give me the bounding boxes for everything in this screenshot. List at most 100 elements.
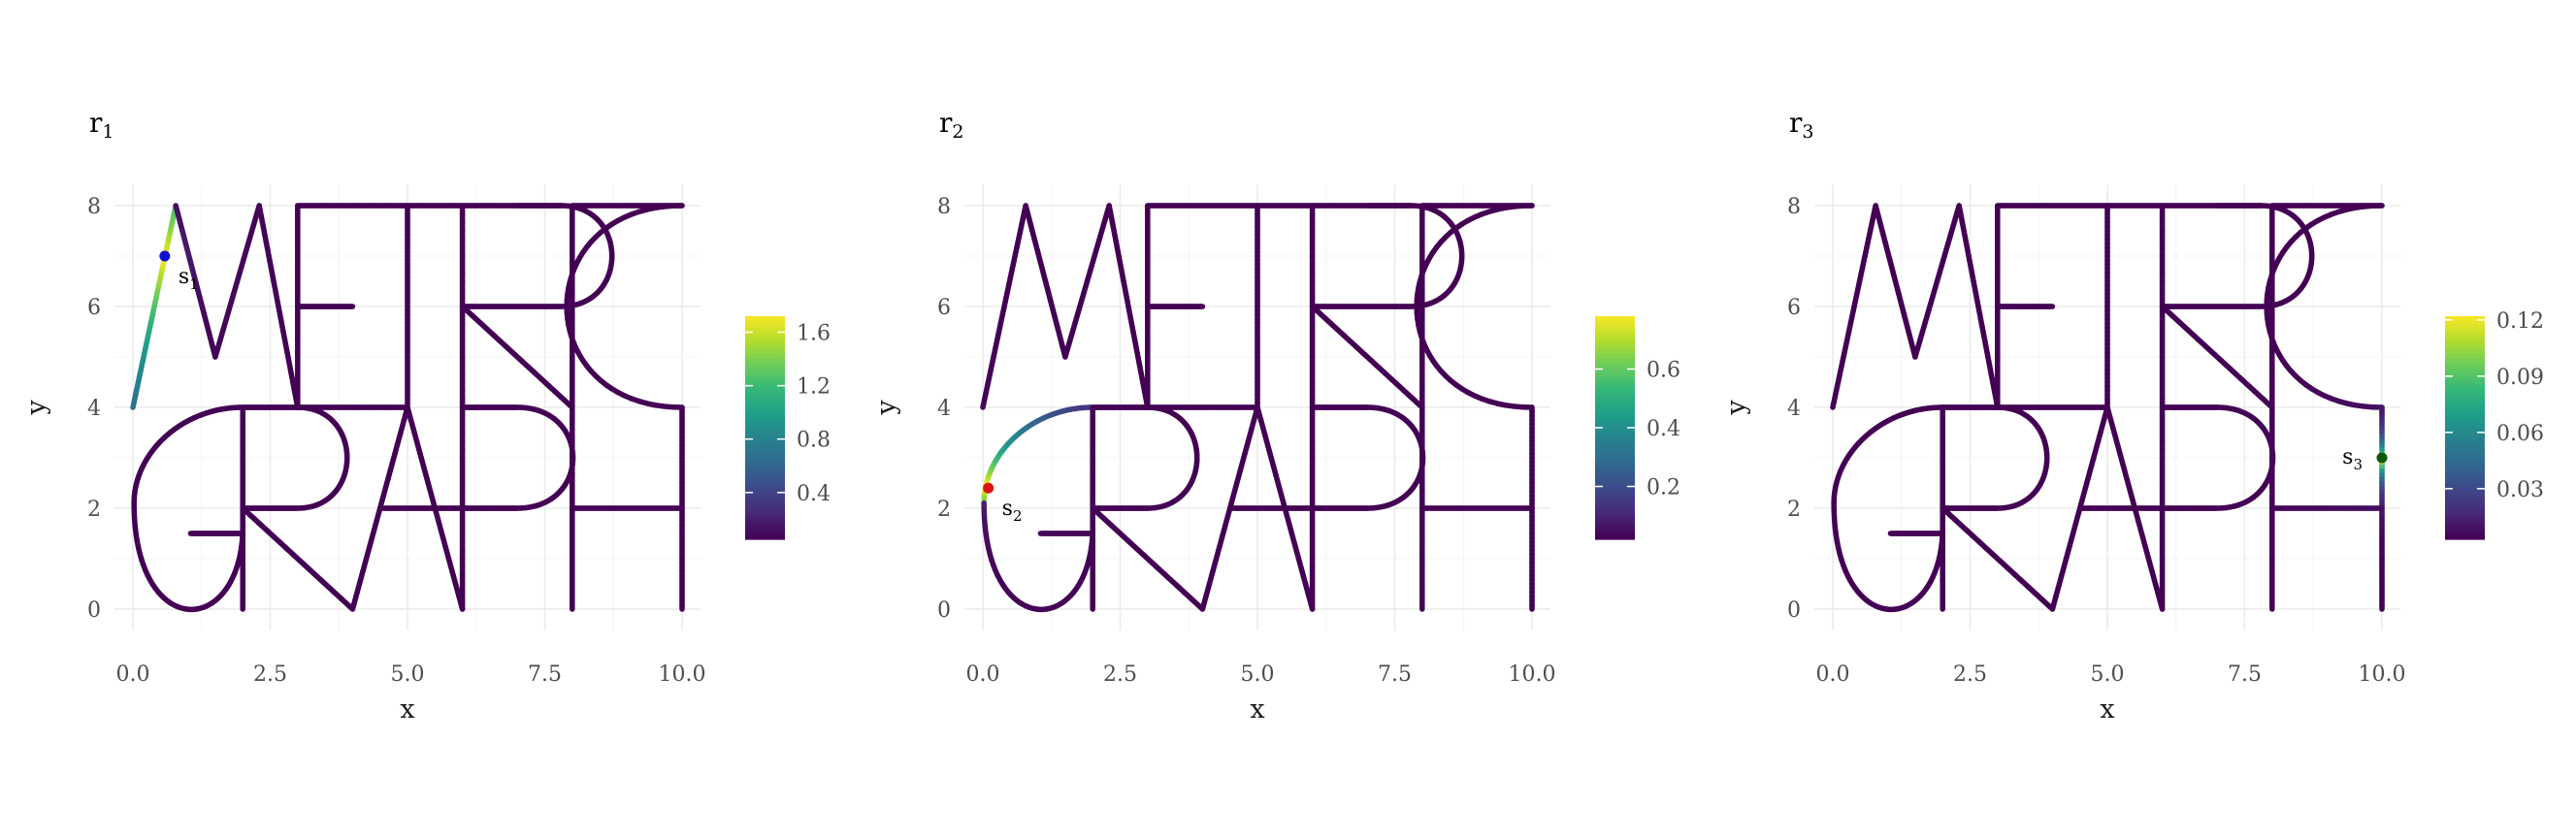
colorbar-swatch xyxy=(745,491,785,496)
panel-title-2: r2 xyxy=(939,107,963,143)
x-tick-label: 10.0 xyxy=(659,662,706,687)
colorbar-swatch xyxy=(745,446,785,451)
panel-title-1: r1 xyxy=(89,107,114,143)
colorbar-swatch xyxy=(1595,353,1635,358)
colorbar-swatch xyxy=(1595,349,1635,354)
colorbar-swatch xyxy=(1595,435,1635,440)
x-tick-label: 2.5 xyxy=(1103,662,1137,687)
colorbar-swatch xyxy=(745,383,785,388)
colorbar-swatch xyxy=(745,505,785,510)
colorbar-swatch xyxy=(745,453,785,459)
x-tick-label: 0.0 xyxy=(966,662,1000,687)
y-axis-label: y xyxy=(21,400,51,416)
colorbar-tick-label: 0.2 xyxy=(1647,476,1680,500)
colorbar-swatch xyxy=(745,424,785,429)
colorbar-swatch xyxy=(745,517,785,522)
colorbar-swatch xyxy=(1595,408,1635,414)
colorbar-swatch xyxy=(1595,316,1635,321)
edge-A2 xyxy=(2158,601,2166,612)
colorbar-swatch xyxy=(1595,505,1635,510)
colorbar-swatch xyxy=(1595,468,1635,473)
panel-title-1-main: r xyxy=(89,107,103,139)
colorbar-swatch xyxy=(1595,491,1635,496)
colorbar-swatch xyxy=(1595,495,1635,500)
x-tick-label: 7.5 xyxy=(528,662,562,687)
colorbar-swatch xyxy=(1595,450,1635,455)
colorbar-swatch xyxy=(1595,338,1635,343)
panel-3: s30.0 2.5 5.0 7.5 10.002468xyr30.030.060.090… xyxy=(1721,107,2544,725)
colorbar-swatch xyxy=(745,408,785,414)
colorbar-swatch xyxy=(1595,535,1635,540)
y-tick-label: 0 xyxy=(87,598,101,623)
colorbar-swatch xyxy=(1595,371,1635,376)
source-label-1: s1 xyxy=(179,265,199,293)
colorbar-swatch xyxy=(1595,416,1635,421)
colorbar-swatch xyxy=(745,461,785,466)
colorbar-2: 0.2 0.4 0.6 xyxy=(1595,316,1680,540)
x-tick-label: 0.0 xyxy=(116,662,150,687)
colorbar-swatch xyxy=(745,416,785,421)
colorbar-swatch xyxy=(1595,528,1635,532)
colorbar-swatch xyxy=(745,472,785,477)
y-tick-label: 2 xyxy=(937,498,951,522)
colorbar-swatch xyxy=(745,435,785,440)
colorbar-swatch xyxy=(1595,402,1635,406)
colorbar-swatch xyxy=(745,520,785,526)
colorbar-tick-label: 0.4 xyxy=(797,482,831,506)
colorbar-swatch xyxy=(745,442,785,447)
y-axis-label: y xyxy=(871,400,901,416)
colorbar-swatch xyxy=(1595,517,1635,522)
colorbar-swatch xyxy=(1595,323,1635,329)
source-label-2-subscript: 2 xyxy=(1013,507,1023,525)
colorbar-tick-label: 0.4 xyxy=(1647,417,1680,441)
colorbar-swatch xyxy=(745,364,785,370)
colorbar-swatch xyxy=(1595,483,1635,488)
colorbar-swatch xyxy=(745,487,785,492)
colorbar-swatch xyxy=(745,420,785,425)
y-tick-label: 4 xyxy=(87,397,101,421)
colorbar-swatch xyxy=(745,535,785,540)
colorbar-swatch xyxy=(1595,501,1635,507)
colorbar-swatch xyxy=(745,353,785,358)
panel-2-graph-edges xyxy=(980,203,1535,613)
colorbar-swatch xyxy=(745,394,785,399)
colorbar-swatch xyxy=(1595,375,1635,380)
colorbar-swatch xyxy=(745,495,785,500)
colorbar-swatch xyxy=(1595,398,1635,403)
colorbar-swatch xyxy=(745,465,785,469)
colorbar-swatch xyxy=(1595,364,1635,370)
colorbar-swatch xyxy=(1595,405,1635,410)
colorbar-swatch xyxy=(1595,420,1635,425)
colorbar-swatch xyxy=(745,450,785,455)
colorbar-swatch xyxy=(1595,383,1635,388)
colorbar-swatch xyxy=(1595,357,1635,362)
colorbar-swatch xyxy=(745,323,785,329)
colorbar-swatch xyxy=(745,483,785,488)
x-tick-label: 5.0 xyxy=(1241,662,1275,687)
source-label-2: s2 xyxy=(1002,497,1023,525)
colorbar-swatch xyxy=(1595,520,1635,526)
colorbar-swatch xyxy=(1595,442,1635,447)
colorbar-swatch xyxy=(745,524,785,530)
colorbar-swatch xyxy=(1595,431,1635,436)
colorbar-tick-label: 1.6 xyxy=(797,322,831,346)
colorbar-swatch xyxy=(745,345,785,351)
colorbar-swatch xyxy=(745,498,785,503)
colorbar-swatch xyxy=(1595,479,1635,485)
panel-3-graph-edges xyxy=(1830,203,2385,613)
colorbar-swatch xyxy=(745,532,785,536)
colorbar-swatch xyxy=(1595,428,1635,433)
colorbar-swatch xyxy=(1595,498,1635,503)
source-label-1-subscript: 1 xyxy=(189,275,199,293)
colorbar-swatch xyxy=(1595,424,1635,429)
edge-A2 xyxy=(1308,601,1316,612)
colorbar-swatch xyxy=(745,361,785,366)
colorbar-swatch xyxy=(1595,319,1635,325)
y-tick-label: 8 xyxy=(937,195,951,219)
colorbar-swatch xyxy=(1595,453,1635,459)
x-tick-label: 10.0 xyxy=(1509,662,1556,687)
y-tick-label: 6 xyxy=(87,296,101,320)
